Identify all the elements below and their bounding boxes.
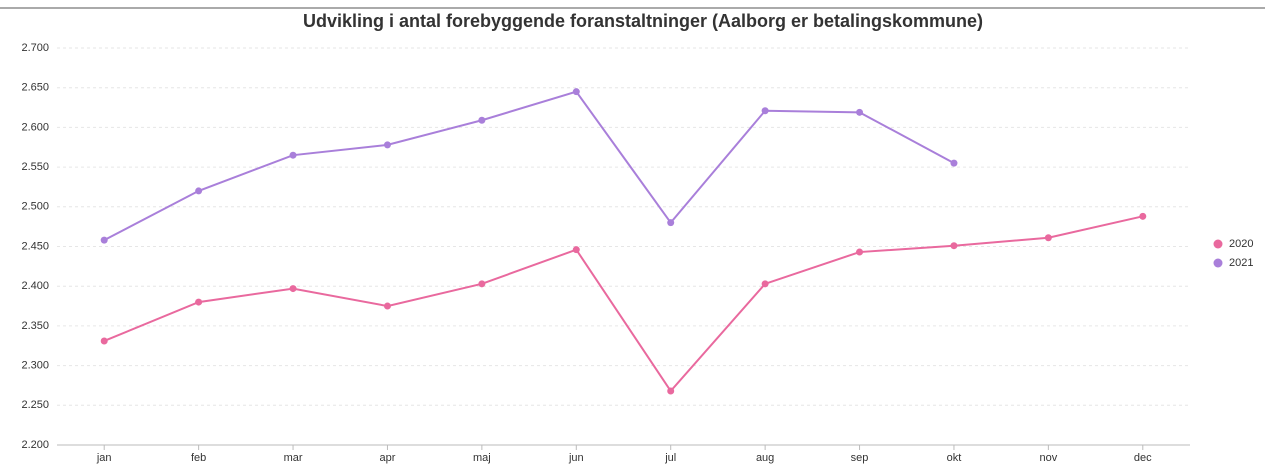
y-tick-label: 2.250 [21,399,49,411]
data-point [195,187,203,195]
legend-label: 2020 [1229,238,1253,250]
data-point [1044,234,1052,242]
y-tick-label: 2.650 [21,82,49,94]
y-tick-label: 2.300 [21,360,49,372]
data-point [195,298,203,306]
y-tick-label: 2.350 [21,320,49,332]
data-point [856,248,864,256]
data-point [100,236,108,244]
legend-marker [1213,239,1223,249]
data-point [950,159,958,167]
data-point [289,151,297,159]
x-tick-label: jan [96,452,112,464]
data-point [1139,212,1147,220]
x-tick-label: maj [473,452,491,464]
y-tick-label: 2.200 [21,439,49,451]
y-tick-label: 2.500 [21,201,49,213]
x-tick-label: mar [284,452,303,464]
y-tick-label: 2.700 [21,42,49,54]
data-point [383,302,391,310]
y-tick-label: 2.550 [21,161,49,173]
data-point [289,285,297,293]
data-point [478,116,486,124]
data-point [383,141,391,149]
data-point [856,108,864,116]
data-point [100,337,108,345]
data-point [761,280,769,288]
data-point [761,107,769,115]
y-tick-label: 2.450 [21,240,49,252]
legend-marker [1213,258,1223,268]
x-tick-label: apr [380,452,396,464]
y-tick-label: 2.600 [21,121,49,133]
data-point [667,219,675,227]
data-point [667,387,675,395]
data-point [950,242,958,250]
data-point [478,280,486,288]
legend-label: 2021 [1229,257,1253,269]
data-point [572,88,580,96]
x-tick-label: aug [756,452,774,464]
x-tick-label: okt [947,452,962,464]
x-tick-label: nov [1040,452,1058,464]
x-tick-label: jul [664,452,676,464]
series-line [103,215,1144,393]
x-tick-label: dec [1134,452,1152,464]
x-tick-label: sep [851,452,869,464]
y-tick-label: 2.400 [21,280,49,292]
x-tick-label: feb [191,452,206,464]
series-line [103,90,955,242]
data-point [572,246,580,254]
x-tick-label: jun [568,452,584,464]
chart-title: Udvikling i antal forebyggende foranstal… [303,11,983,31]
